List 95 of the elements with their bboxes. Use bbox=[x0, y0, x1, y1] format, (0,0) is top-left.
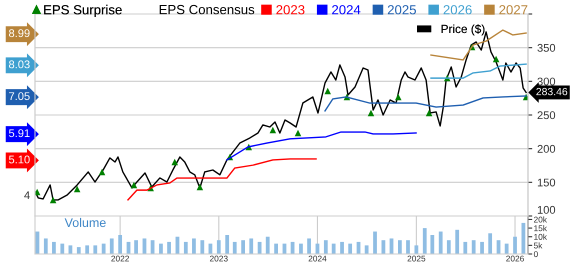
bar bbox=[241, 240, 246, 254]
point bbox=[395, 94, 402, 100]
bar bbox=[159, 244, 163, 254]
y2-tick-label: 300 bbox=[537, 78, 556, 86]
y-tick-label: 8.99 bbox=[9, 29, 30, 38]
y2-tick-label: 350 bbox=[537, 44, 556, 52]
legend-label: 2025 bbox=[388, 5, 416, 14]
x-tick-label: 2022 bbox=[111, 256, 129, 262]
y2-tick-label: 100 bbox=[538, 206, 556, 214]
legend-label: 2023 bbox=[276, 5, 304, 14]
bar bbox=[480, 242, 484, 254]
bar bbox=[356, 242, 360, 254]
bar bbox=[324, 240, 328, 254]
y-tick-label: 10k bbox=[534, 234, 548, 240]
bar bbox=[200, 240, 204, 254]
bar bbox=[307, 238, 311, 254]
legend-label: 2027 bbox=[499, 5, 528, 14]
bar bbox=[382, 240, 386, 254]
point bbox=[130, 182, 138, 188]
y2-tick-label: 150 bbox=[538, 178, 556, 186]
point bbox=[74, 186, 80, 192]
point bbox=[426, 110, 432, 116]
bar bbox=[68, 245, 72, 254]
y-tick-label: 5.91 bbox=[8, 129, 30, 138]
point bbox=[50, 196, 56, 204]
chart-title: Volume bbox=[64, 218, 106, 228]
bar bbox=[118, 235, 122, 254]
bar bbox=[316, 244, 320, 254]
bar bbox=[36, 232, 40, 254]
bar bbox=[364, 245, 369, 254]
point bbox=[368, 110, 374, 116]
legend-label: 2026 bbox=[444, 5, 472, 14]
point bbox=[196, 184, 204, 190]
bar bbox=[472, 240, 476, 254]
bar bbox=[438, 232, 443, 254]
y2-tick-label: 250 bbox=[538, 111, 556, 120]
bar bbox=[430, 235, 434, 254]
y-tick-label: 5k bbox=[534, 242, 542, 248]
y-tick-label: 15k bbox=[534, 225, 548, 232]
bar bbox=[290, 242, 294, 254]
bar bbox=[150, 240, 154, 254]
bar bbox=[192, 238, 196, 254]
line-series bbox=[430, 63, 527, 79]
bar bbox=[142, 238, 146, 254]
y-tick-label: 7.05 bbox=[9, 92, 30, 100]
point bbox=[171, 158, 178, 166]
bar bbox=[208, 244, 212, 254]
line-series bbox=[127, 158, 317, 201]
bar bbox=[258, 242, 262, 254]
bar bbox=[398, 240, 402, 254]
legend-label: EPS Surprise bbox=[44, 4, 122, 18]
bar bbox=[496, 240, 500, 254]
bar bbox=[390, 238, 394, 254]
bar bbox=[176, 236, 180, 254]
line-series bbox=[324, 95, 527, 112]
bar bbox=[299, 244, 303, 254]
y-tick-label: 8.03 bbox=[9, 60, 30, 68]
point bbox=[324, 88, 331, 94]
bar bbox=[340, 242, 344, 254]
x-tick-label: 2025 bbox=[408, 256, 426, 262]
legend-label: 2024 bbox=[332, 5, 360, 14]
y2-tick-label: 200 bbox=[538, 144, 556, 153]
bar bbox=[513, 236, 517, 254]
bar bbox=[414, 245, 418, 254]
point bbox=[294, 130, 302, 136]
legend-title: EPS Consensus bbox=[160, 4, 254, 14]
bar bbox=[216, 240, 221, 254]
bar bbox=[373, 232, 377, 254]
bar bbox=[52, 242, 56, 254]
point bbox=[35, 188, 40, 196]
bar bbox=[274, 244, 278, 254]
y-tick-label: 0 bbox=[534, 251, 538, 258]
bar bbox=[126, 242, 130, 254]
bar bbox=[134, 240, 138, 254]
bar bbox=[446, 240, 451, 254]
legend-label: Price ($) bbox=[442, 24, 484, 36]
bar bbox=[266, 236, 270, 254]
bar bbox=[422, 228, 427, 254]
y-tick-label: 20k bbox=[534, 216, 548, 223]
point bbox=[270, 126, 276, 134]
line-series bbox=[226, 131, 417, 161]
y-tick-label: 5.10 bbox=[8, 156, 30, 164]
x-tick-label: 2026 bbox=[506, 256, 524, 262]
bar bbox=[167, 242, 171, 254]
point bbox=[492, 56, 500, 62]
bar bbox=[455, 230, 460, 254]
y-tick-label: 4 bbox=[24, 191, 30, 200]
data-label: 283.46 bbox=[536, 88, 568, 96]
point bbox=[98, 168, 106, 176]
bar bbox=[406, 240, 410, 254]
x-tick-label: 2024 bbox=[308, 256, 326, 262]
bar bbox=[522, 222, 526, 254]
x-tick-label: 2023 bbox=[210, 256, 228, 262]
bar bbox=[225, 235, 230, 254]
bar bbox=[282, 244, 286, 254]
